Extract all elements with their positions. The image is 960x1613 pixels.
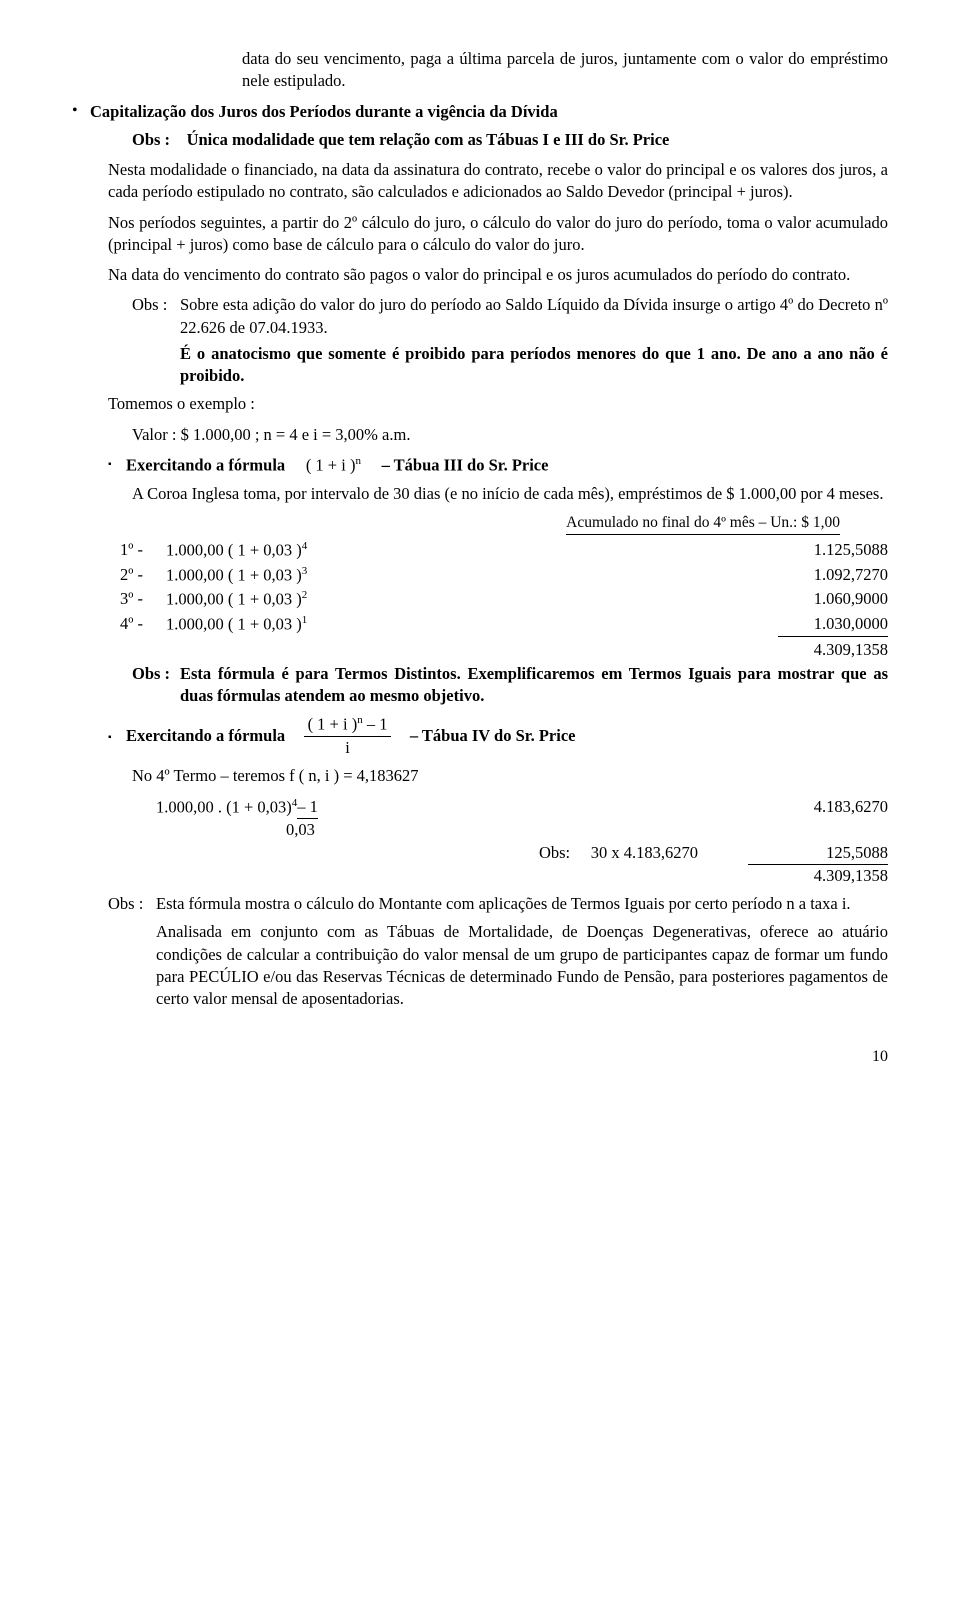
row-key: 1º - xyxy=(120,539,166,562)
formulaB-obs-label: Obs : xyxy=(108,893,156,915)
formulaB-line1: No 4º Termo – teremos f ( n, i ) = 4,183… xyxy=(132,765,888,787)
formulaA-row: ▪ Exercitando a fórmula ( 1 + i )n – Táb… xyxy=(108,454,888,477)
formulaA-row4: 4º - 1.000,00 ( 1 + 0,03 )1 1.030,0000 xyxy=(120,613,888,636)
formulaA-heading: Exercitando a fórmula ( 1 + i )n – Tábua… xyxy=(126,454,548,477)
obs-label: Obs : xyxy=(132,130,170,149)
formulaA-row1: 1º - 1.000,00 ( 1 + 0,03 )4 1.125,5088 xyxy=(120,539,888,562)
bullet-square-icon: ▪ xyxy=(108,727,126,746)
obs2-body: Sobre esta adição do valor do juro do pe… xyxy=(180,294,888,339)
formulaB-suffix: – Tábua IV do Sr. Price xyxy=(410,725,576,747)
formulaB-obs-inline-text: 30 x 4.183,6270 xyxy=(591,843,698,862)
formulaB-row: ▪ Exercitando a fórmula ( 1 + i )n – 1 i… xyxy=(108,713,888,759)
section-p4: Na data do vencimento do contrato são pa… xyxy=(108,264,888,286)
formulaA-body: A Coroa Inglesa toma, por intervalo de 3… xyxy=(132,483,888,505)
formulaB-obs-body2: Analisada em conjunto com as Tábuas de M… xyxy=(156,921,888,1010)
section-obs2: Obs : Sobre esta adição do valor do juro… xyxy=(132,294,888,387)
page-number: 10 xyxy=(72,1046,888,1068)
formulaA-sum-row: 4.309,1358 xyxy=(120,639,888,661)
formulaB-obs-inline-label: Obs: xyxy=(539,843,570,862)
formulaB-calc: 1.000,00 . (1 + 0,03)4 – 1 0,03 4.183,62… xyxy=(156,796,888,842)
formulaA-row3: 3º - 1.000,00 ( 1 + 0,03 )2 1.060,9000 xyxy=(120,588,888,611)
intro-paragraph: data do seu vencimento, paga a última pa… xyxy=(242,48,888,93)
example-take-label: Tomemos o exemplo : xyxy=(108,393,888,415)
formulaB-heading: Exercitando a fórmula ( 1 + i )n – 1 i –… xyxy=(126,713,575,759)
formulaA-row2: 2º - 1.000,00 ( 1 + 0,03 )3 1.092,7270 xyxy=(120,564,888,587)
section-p3: Nos períodos seguintes, a partir do 2º c… xyxy=(108,212,888,257)
bullet-dot-icon: • xyxy=(72,101,90,120)
formulaA-acc-header: Acumulado no final do 4º mês – Un.: $ 1,… xyxy=(72,513,840,535)
example-value-line: Valor : $ 1.000,00 ; n = 4 e i = 3,00% a… xyxy=(132,424,888,446)
formulaB-sum-row: 4.309,1358 xyxy=(132,865,888,887)
formulaB-obs-block: Obs : Esta fórmula mostra o cálculo do M… xyxy=(108,893,888,1010)
formulaA-expr: ( 1 + i ) xyxy=(306,455,356,474)
obs2-bold: É o anatocismo que somente é proibido pa… xyxy=(180,343,888,388)
section-bullet-row: • Capitalização dos Juros dos Períodos d… xyxy=(72,101,888,123)
formulaB-calc-den: 0,03 xyxy=(286,819,738,841)
formulaB-prefix: Exercitando a fórmula xyxy=(126,725,285,747)
formulaA-obs: Obs : Esta fórmula é para Termos Distint… xyxy=(132,663,888,708)
section-obs1: Obs : Única modalidade que tem relação c… xyxy=(132,129,888,151)
formulaA-suffix: – Tábua III do Sr. Price xyxy=(382,455,549,474)
formulaB-calc-top: 1.000,00 . (1 + 0,03)4 – 1 xyxy=(156,796,738,820)
obs2-label: Obs : xyxy=(132,294,180,316)
obs-text: Única modalidade que tem relação com as … xyxy=(187,130,670,149)
formulaA-obs-label: Obs : xyxy=(132,663,180,685)
formulaA-obs-body: Esta fórmula é para Termos Distintos. Ex… xyxy=(180,663,888,708)
formulaA-sum: 4.309,1358 xyxy=(738,639,888,661)
formulaB-result1: 4.183,6270 xyxy=(738,796,888,818)
formulaB-result3: 4.309,1358 xyxy=(738,865,888,887)
formulaB-obs-body1: Esta fórmula mostra o cálculo do Montant… xyxy=(156,893,888,915)
formulaA-prefix: Exercitando a fórmula xyxy=(126,455,285,474)
formulaB-obs-inline: Obs: 30 x 4.183,6270 125,5088 xyxy=(132,842,888,865)
formulaB-result2: 125,5088 xyxy=(738,842,888,865)
row-expr: 1.000,00 ( 1 + 0,03 )4 xyxy=(166,539,738,562)
row-val: 1.125,5088 xyxy=(738,539,888,562)
bullet-square-icon: ▪ xyxy=(108,454,126,473)
formulaA-exp: n xyxy=(355,455,361,467)
section-heading: Capitalização dos Juros dos Períodos dur… xyxy=(90,101,558,123)
formulaB-fraction: ( 1 + i )n – 1 i xyxy=(304,713,392,759)
section-p2: Nesta modalidade o financiado, na data d… xyxy=(108,159,888,204)
